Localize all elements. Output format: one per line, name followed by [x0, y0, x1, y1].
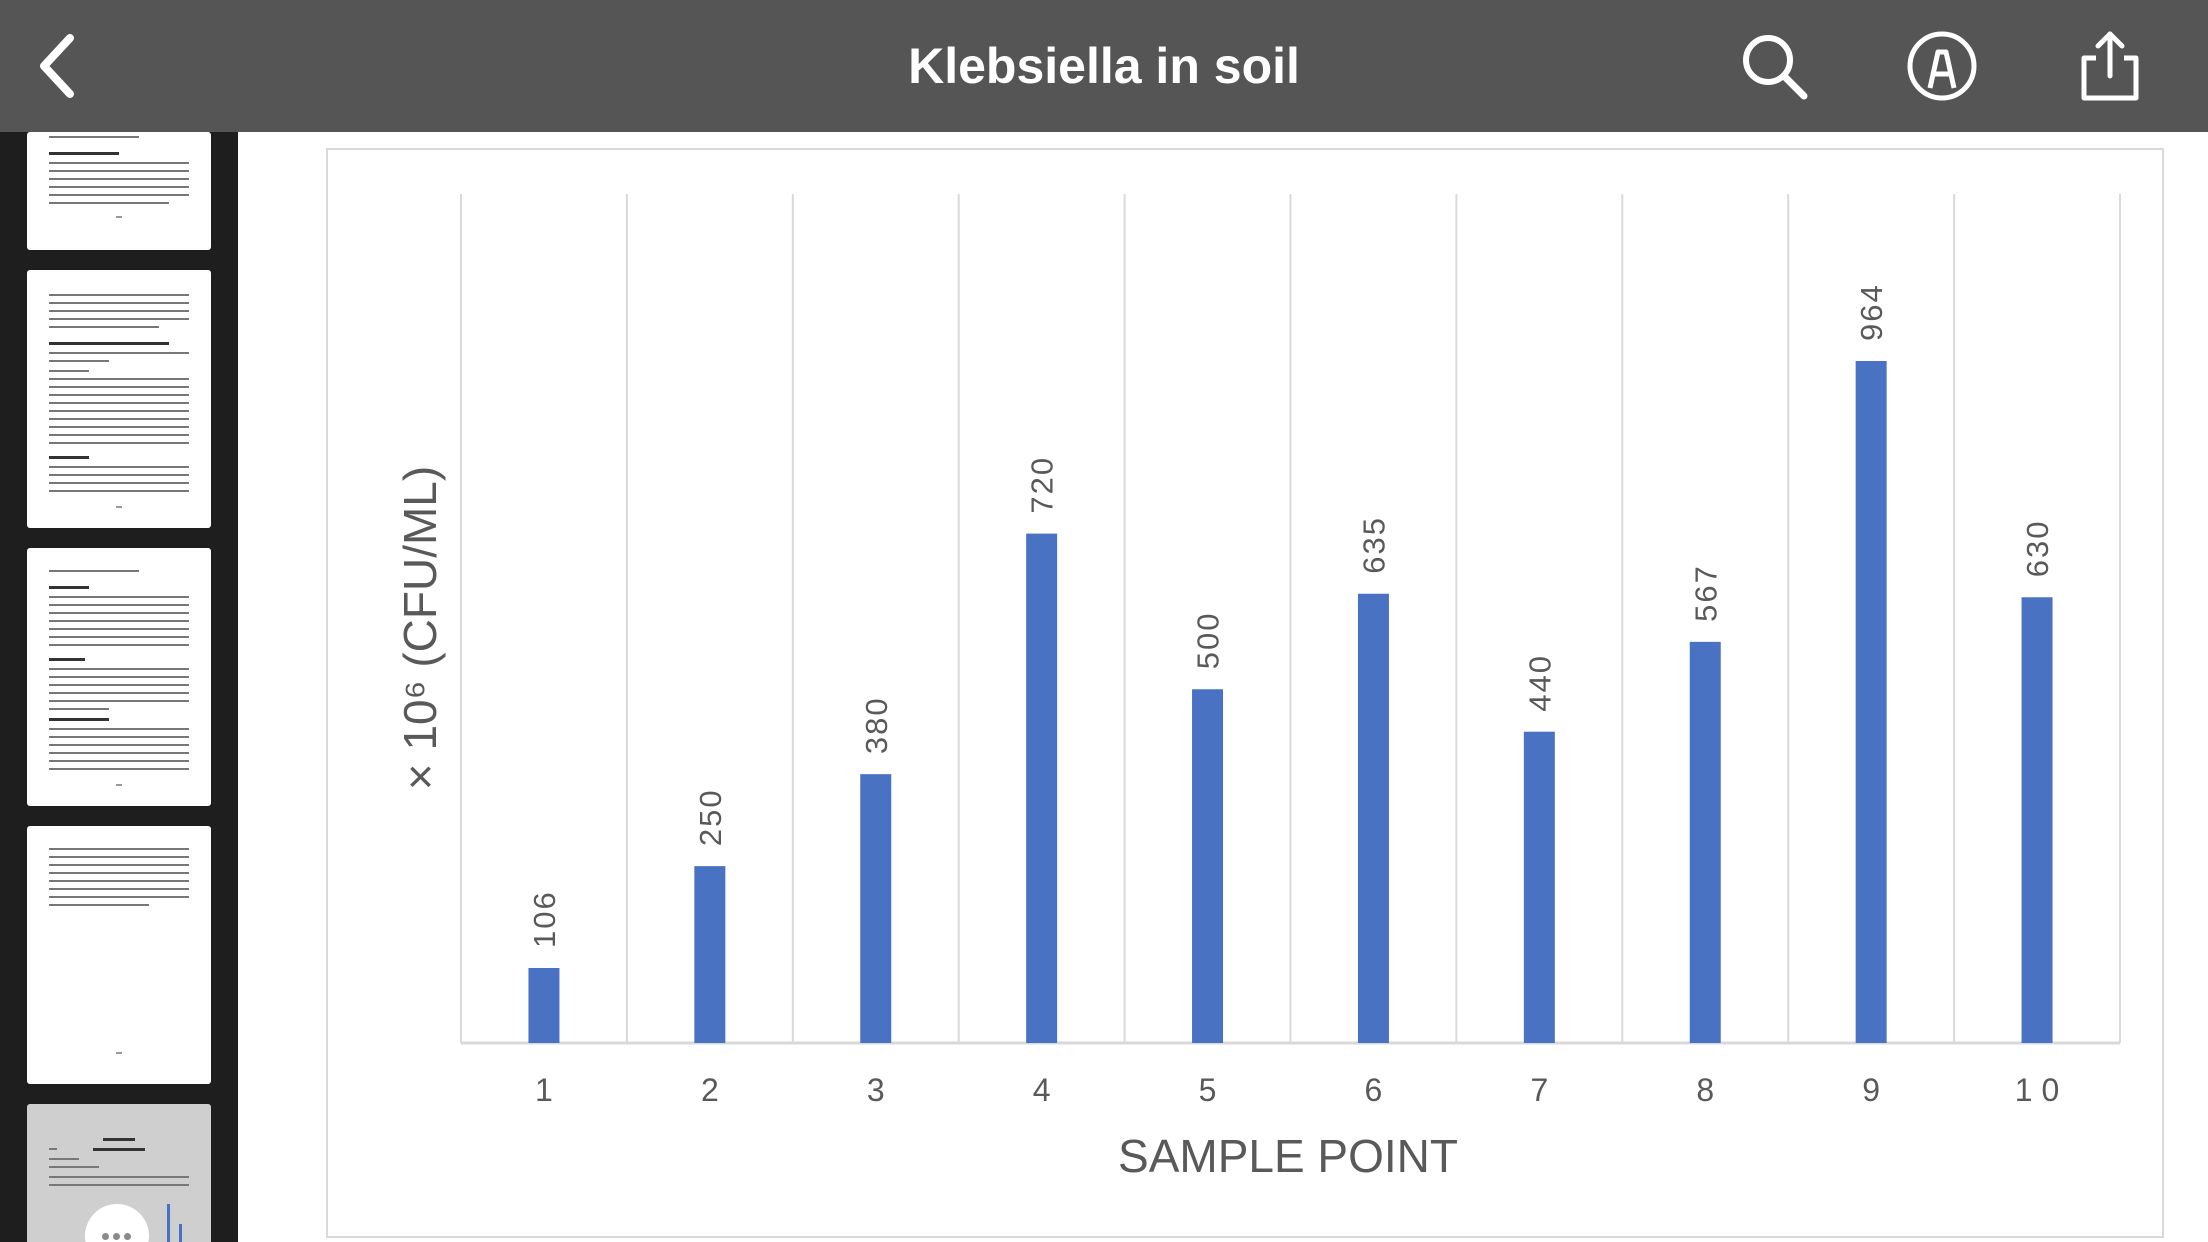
page-thumbnail[interactable]	[27, 270, 211, 528]
x-axis-title: SAMPLE POINT	[1118, 1130, 1458, 1182]
chart-data-labels: 106 250 380 720 500 635 440 567 964 630	[527, 283, 2055, 948]
data-label-sample-3: 380	[859, 696, 894, 754]
bar-sample-10	[2021, 597, 2053, 1043]
chevron-left-icon	[40, 34, 74, 98]
page-thumbnail-sidebar[interactable]	[0, 132, 238, 1242]
data-label-sample-5: 500	[1191, 612, 1226, 670]
share-button[interactable]	[2074, 30, 2146, 102]
x-tick-label: 7	[1530, 1072, 1548, 1108]
bar-sample-4	[1026, 533, 1058, 1043]
search-button[interactable]	[1738, 30, 1810, 102]
chart-bars	[528, 360, 2053, 1044]
x-tick-label: 5	[1199, 1072, 1217, 1108]
bar-sample-7	[1523, 731, 1555, 1043]
page-thumbnail[interactable]	[27, 548, 211, 806]
back-button[interactable]	[30, 30, 90, 102]
chart-frame	[326, 148, 2164, 1238]
data-label-sample-4: 720	[1025, 456, 1060, 514]
chart-x-tick-labels: 1 2 3 4 5 6 7 8 9 1 0	[535, 1072, 2059, 1108]
bar-sample-8	[1689, 641, 1721, 1043]
page-thumbnail[interactable]	[27, 132, 211, 250]
bar-sample-6	[1357, 593, 1389, 1043]
x-tick-label: 8	[1696, 1072, 1714, 1108]
data-label-sample-2: 250	[693, 788, 728, 846]
x-tick-label: 6	[1365, 1072, 1383, 1108]
data-label-sample-1: 106	[527, 890, 562, 948]
data-label-sample-10: 630	[2020, 520, 2055, 578]
markup-pen-icon	[1907, 31, 1977, 101]
chart-gridlines	[460, 194, 2121, 1045]
bar-sample-1	[528, 968, 560, 1043]
search-icon	[1743, 35, 1808, 100]
bar-sample-5	[1192, 689, 1224, 1043]
x-tick-label: 2	[701, 1072, 719, 1108]
bar-sample-9	[1855, 360, 1887, 1044]
y-axis-title: × 10⁶ (CFU/ML)	[394, 466, 446, 790]
data-label-sample-6: 635	[1356, 516, 1391, 574]
markup-button[interactable]	[1906, 30, 1978, 102]
page-thumbnail-selected[interactable]	[27, 1104, 211, 1242]
data-label-sample-7: 440	[1522, 654, 1557, 712]
x-tick-label: 1 0	[2015, 1072, 2059, 1108]
data-label-sample-9: 964	[1854, 283, 1889, 341]
share-icon	[2081, 31, 2139, 101]
x-tick-label: 3	[867, 1072, 885, 1108]
x-tick-label: 1	[535, 1072, 553, 1108]
data-label-sample-8: 567	[1688, 564, 1723, 622]
bar-sample-3	[860, 774, 892, 1043]
page-thumbnail[interactable]	[27, 826, 211, 1084]
x-tick-label: 4	[1033, 1072, 1051, 1108]
x-tick-label: 9	[1862, 1072, 1880, 1108]
bar-sample-2	[694, 866, 726, 1043]
